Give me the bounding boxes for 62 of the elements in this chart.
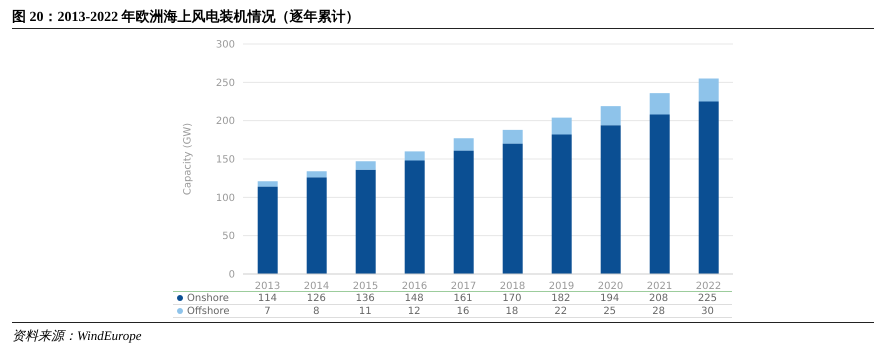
x-tick-label: 2015 <box>352 281 378 292</box>
bar <box>552 134 572 274</box>
data-label: 12 <box>406 306 422 316</box>
data-label: 182 <box>550 292 572 304</box>
data-label: 11 <box>358 306 373 316</box>
text: 资料来源：WindEurope <box>12 327 143 345</box>
bar <box>650 114 670 274</box>
bar <box>650 93 670 115</box>
data-label: 161 <box>452 292 474 304</box>
bar <box>258 186 278 274</box>
x-tick-label: 2016 <box>402 281 428 292</box>
data-label: 16 <box>456 306 470 316</box>
x-tick-label: 2018 <box>500 281 526 292</box>
bar <box>306 177 327 274</box>
bar <box>356 170 376 274</box>
data-label: 126 <box>306 292 327 304</box>
data-label: 194 <box>599 292 620 304</box>
bar <box>600 125 621 274</box>
bar <box>258 181 278 187</box>
y-axis-title: Capacity (GW) <box>182 122 194 196</box>
bar <box>454 138 474 151</box>
x-tick-label: 2014 <box>304 281 330 292</box>
data-label: 208 <box>648 292 670 304</box>
bar <box>502 130 523 144</box>
data-label: 225 <box>696 292 718 304</box>
bar <box>698 78 719 102</box>
data-label: 148 <box>404 292 425 304</box>
x-tick-label: 2020 <box>598 281 624 292</box>
y-tick-label: 150 <box>216 154 235 166</box>
bar <box>600 106 621 126</box>
data-label: 25 <box>602 306 618 316</box>
bar <box>306 171 327 178</box>
bar <box>454 150 474 274</box>
data-label: 7 <box>263 306 272 316</box>
y-tick-label: 250 <box>216 78 235 89</box>
data-label: 136 <box>354 292 376 304</box>
data-label: 170 <box>501 292 522 304</box>
y-tick-label: 300 <box>216 40 235 51</box>
x-tick-label: 2022 <box>696 281 722 292</box>
x-tick-label: 2019 <box>548 281 574 292</box>
data-label: 18 <box>504 306 520 316</box>
bar <box>404 151 425 161</box>
bar <box>404 160 425 274</box>
y-tick-label: 0 <box>228 270 235 281</box>
x-tick-label: 2013 <box>254 281 280 292</box>
data-label: 8 <box>312 306 321 316</box>
bar <box>698 102 719 274</box>
bar <box>552 118 572 134</box>
legend-label: Onshore <box>187 292 229 304</box>
y-tick-label: 50 <box>222 231 235 242</box>
data-label: 28 <box>651 306 666 316</box>
bar <box>502 144 523 274</box>
x-tick-label: 2021 <box>646 281 672 292</box>
data-label: 22 <box>553 306 568 316</box>
legend-label: Offshore <box>187 306 230 316</box>
y-tick-label: 200 <box>216 116 235 128</box>
data-label: 114 <box>256 292 278 304</box>
y-tick-label: 100 <box>216 192 235 204</box>
x-tick-label: 2017 <box>450 281 476 292</box>
chart-title: 图 20：2013-2022 年欧洲海上风电装机情况（逐年累计） <box>12 8 874 29</box>
bar <box>356 161 376 170</box>
data-label: 30 <box>700 306 715 316</box>
